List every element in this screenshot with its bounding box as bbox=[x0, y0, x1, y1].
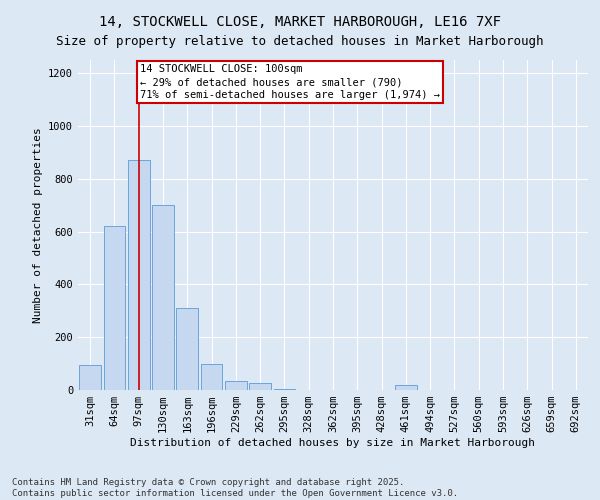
Bar bbox=[249, 384, 271, 390]
Bar bbox=[79, 365, 101, 390]
X-axis label: Distribution of detached houses by size in Market Harborough: Distribution of detached houses by size … bbox=[131, 438, 536, 448]
Text: 14 STOCKWELL CLOSE: 100sqm
← 29% of detached houses are smaller (790)
71% of sem: 14 STOCKWELL CLOSE: 100sqm ← 29% of deta… bbox=[140, 64, 440, 100]
Text: Size of property relative to detached houses in Market Harborough: Size of property relative to detached ho… bbox=[56, 35, 544, 48]
Bar bbox=[176, 308, 198, 390]
Text: 14, STOCKWELL CLOSE, MARKET HARBOROUGH, LE16 7XF: 14, STOCKWELL CLOSE, MARKET HARBOROUGH, … bbox=[99, 15, 501, 29]
Bar bbox=[128, 160, 149, 390]
Bar bbox=[274, 388, 295, 390]
Y-axis label: Number of detached properties: Number of detached properties bbox=[32, 127, 43, 323]
Bar bbox=[104, 226, 125, 390]
Bar bbox=[395, 384, 417, 390]
Text: Contains HM Land Registry data © Crown copyright and database right 2025.
Contai: Contains HM Land Registry data © Crown c… bbox=[12, 478, 458, 498]
Bar bbox=[200, 364, 223, 390]
Bar bbox=[152, 205, 174, 390]
Bar bbox=[225, 381, 247, 390]
